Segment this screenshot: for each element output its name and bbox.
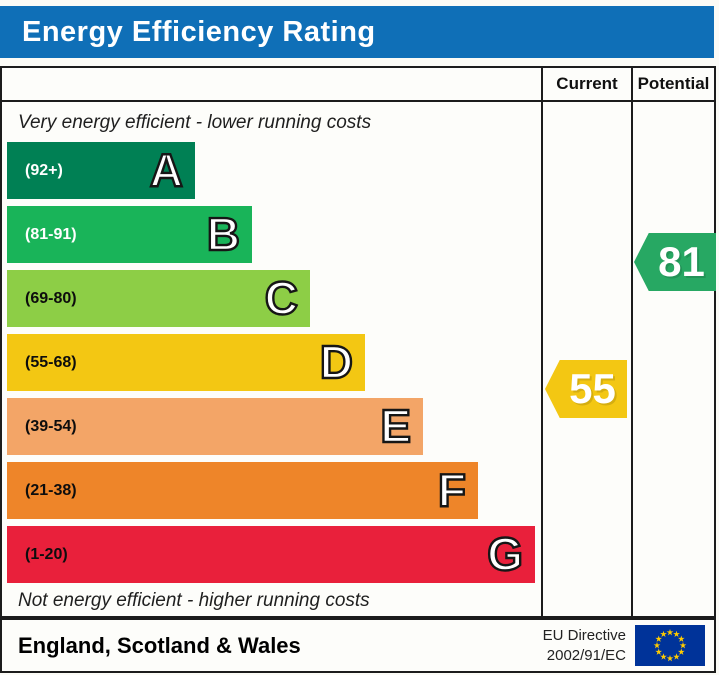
current-rating-value: 55 xyxy=(569,365,616,412)
band-b-range-label: (81-91) xyxy=(25,225,77,243)
band-row-g: (1-20) G xyxy=(7,526,535,583)
current-column-header: Current xyxy=(556,74,618,93)
bottom-note: Not energy efficient - higher running co… xyxy=(18,590,370,611)
eu-directive-line1: EU Directive xyxy=(542,627,626,644)
band-e-range-label: (39-54) xyxy=(25,417,77,435)
page-title: Energy Efficiency Rating xyxy=(22,15,376,48)
band-e-letter: E xyxy=(379,399,412,453)
band-row-b: (81-91) B xyxy=(7,206,252,263)
band-d-range-label: (55-68) xyxy=(25,353,77,371)
band-row-c: (69-80) C xyxy=(7,270,310,327)
band-g-range-label: (1-20) xyxy=(25,545,68,563)
region-label: England, Scotland & Wales xyxy=(18,632,301,658)
band-d-letter: D xyxy=(319,335,355,389)
band-c-range-label: (69-80) xyxy=(25,289,77,307)
band-row-e: (39-54) E xyxy=(7,398,423,455)
current-rating-marker: 55 xyxy=(545,360,627,418)
band-f-letter: F xyxy=(437,463,468,517)
header-divider xyxy=(2,100,714,102)
band-a-letter: A xyxy=(149,143,185,197)
band-f-range-label: (21-38) xyxy=(25,481,77,499)
band-g-letter: G xyxy=(486,527,524,581)
eu-directive-label: EU Directive 2002/91/EC xyxy=(543,626,626,666)
band-row-d: (55-68) D xyxy=(7,334,365,391)
footer: England, Scotland & Wales EU Directive 2… xyxy=(0,618,716,673)
band-row-a: (92+) A xyxy=(7,142,195,199)
column-divider-current xyxy=(541,68,543,616)
eu-flag-icon xyxy=(635,625,705,666)
rating-bands: (92+) A (81-91) B (69-80) C (55-68) D (3… xyxy=(7,142,535,590)
potential-rating-marker: 81 xyxy=(634,233,716,291)
rating-chart: Current Potential Very energy efficient … xyxy=(0,66,716,618)
top-note: Very energy efficient - lower running co… xyxy=(18,112,372,133)
band-a-range-label: (92+) xyxy=(25,161,63,179)
eu-directive-line2: 2002/91/EC xyxy=(546,647,626,664)
band-row-f: (21-38) F xyxy=(7,462,478,519)
potential-rating-value: 81 xyxy=(658,238,705,285)
column-divider-potential xyxy=(631,68,633,616)
title-bar: Energy Efficiency Rating xyxy=(0,6,714,58)
potential-column-header: Potential xyxy=(637,74,710,93)
band-b-letter: B xyxy=(206,207,242,261)
band-c-letter: C xyxy=(264,271,300,325)
